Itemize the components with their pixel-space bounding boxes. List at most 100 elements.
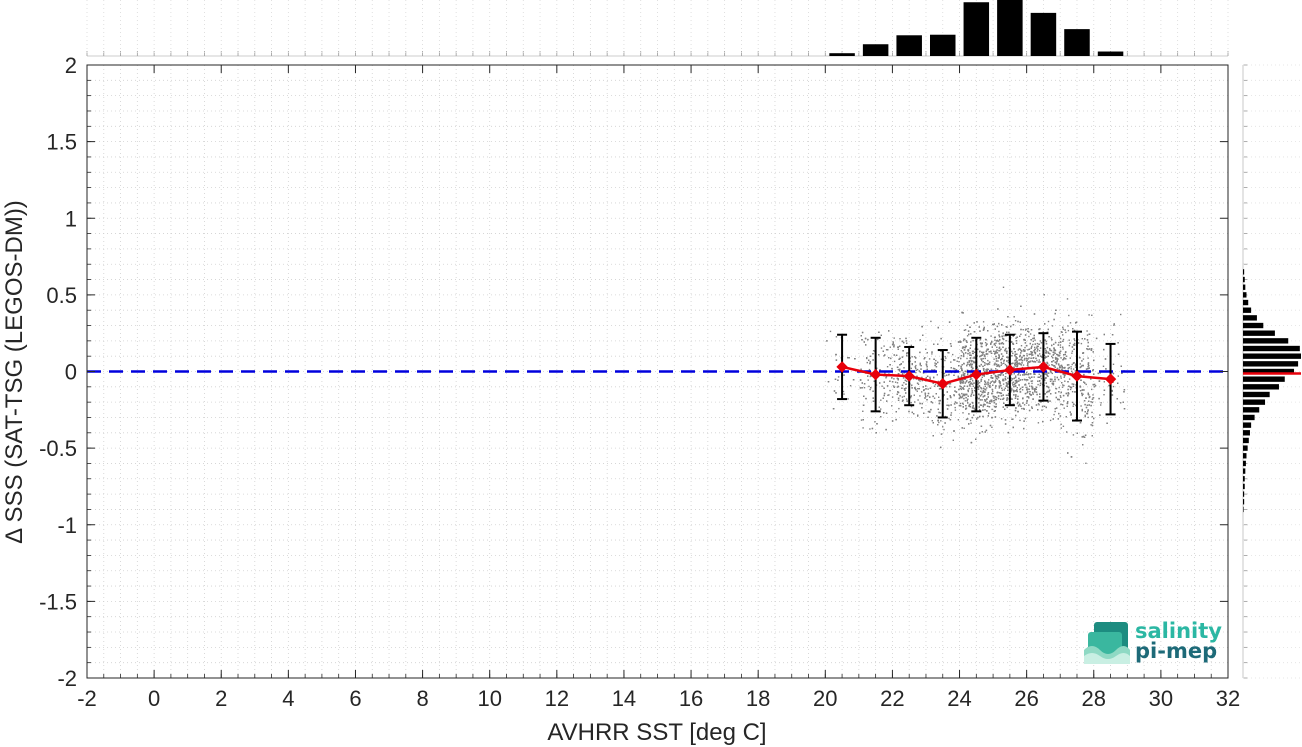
scatter-point: [984, 404, 986, 406]
scatter-point: [959, 387, 962, 390]
scatter-point: [1028, 373, 1030, 375]
scatter-point: [993, 402, 995, 404]
scatter-point: [1059, 395, 1062, 397]
scatter-point: [1017, 398, 1019, 400]
scatter-point: [1005, 394, 1008, 396]
scatter-point: [1012, 389, 1015, 392]
scatter-point: [926, 375, 929, 377]
scatter-point: [893, 346, 895, 348]
scatter-point: [999, 382, 1001, 385]
scatter-point: [1035, 391, 1038, 393]
salinity-pi-mep-logo: salinity pi-mep: [1084, 619, 1222, 664]
scatter-point: [1012, 324, 1015, 326]
scatter-point: [1052, 382, 1055, 385]
scatter-point: [1012, 343, 1015, 345]
scatter-point: [912, 378, 915, 380]
scatter-point: [1046, 386, 1049, 388]
scatter-point: [929, 387, 932, 389]
scatter-point: [1070, 366, 1072, 368]
scatter-point: [984, 357, 986, 360]
scatter-point: [1030, 339, 1032, 341]
scatter-point: [923, 412, 925, 414]
scatter-point: [1014, 362, 1016, 364]
scatter-point: [1056, 360, 1058, 363]
scatter-point: [1024, 357, 1026, 360]
scatter-point: [1104, 358, 1107, 360]
scatter-point: [1018, 377, 1020, 380]
scatter-point: [979, 342, 982, 344]
scatter-point: [931, 351, 933, 353]
scatter-point: [1034, 361, 1037, 363]
scatter-point: [1002, 374, 1004, 376]
right-hist-bar: [1243, 330, 1275, 336]
scatter-point: [984, 381, 987, 383]
scatter-point: [983, 404, 985, 406]
scatter-point: [959, 382, 962, 385]
scatter-point: [986, 398, 988, 400]
scatter-point: [883, 392, 886, 395]
mean-point: [836, 361, 848, 373]
scatter-point: [1072, 434, 1075, 436]
scatter-point: [872, 353, 874, 355]
scatter-point: [1083, 373, 1085, 376]
right-hist-bar: [1243, 445, 1248, 451]
scatter-point: [969, 364, 971, 367]
scatter-point: [1112, 385, 1115, 388]
scatter-point: [847, 398, 849, 400]
scatter-point: [1057, 378, 1060, 381]
scatter-point: [1019, 348, 1022, 350]
scatter-point: [1023, 404, 1026, 406]
scatter-point: [927, 392, 930, 395]
scatter-point: [888, 357, 890, 359]
scatter-point: [1067, 325, 1069, 327]
scatter-point: [1060, 403, 1062, 405]
scatter-point: [983, 351, 985, 353]
scatter-point: [863, 387, 866, 389]
scatter-point: [1058, 354, 1061, 357]
scatter-point: [843, 393, 845, 395]
scatter-point: [1036, 350, 1038, 352]
scatter-point: [1028, 331, 1030, 333]
scatter-point: [962, 346, 964, 348]
scatter-point: [1034, 346, 1036, 349]
scatter-point: [826, 340, 828, 342]
scatter-point: [860, 368, 862, 370]
scatter-point: [962, 355, 965, 358]
scatter-point: [943, 372, 946, 375]
scatter-point: [981, 431, 983, 433]
scatter-point: [868, 385, 870, 388]
scatter-point: [998, 322, 1000, 325]
scatter-point: [1051, 378, 1053, 381]
logo-text-pi-mep: pi-mep: [1135, 639, 1217, 663]
scatter-point: [968, 384, 971, 386]
scatter-point: [1012, 362, 1014, 364]
x-axis-title: AVHRR SST [deg C]: [547, 719, 766, 746]
scatter-point: [990, 343, 992, 345]
scatter-point: [963, 427, 965, 429]
scatter-point: [926, 366, 928, 368]
scatter-point: [1052, 383, 1054, 385]
scatter-point: [952, 439, 954, 441]
scatter-point: [1014, 397, 1017, 399]
scatter-point: [1008, 331, 1010, 334]
scatter-point: [1019, 419, 1021, 422]
scatter-point: [905, 387, 907, 389]
scatter-point: [993, 358, 995, 360]
scatter-point: [903, 382, 905, 384]
scatter-point: [963, 329, 966, 331]
scatter-point: [984, 383, 986, 385]
scatter-point: [1051, 372, 1053, 375]
scatter-point: [1034, 353, 1037, 355]
scatter-point: [901, 356, 904, 358]
scatter-point: [1014, 353, 1017, 355]
scatter-point: [1070, 386, 1073, 389]
scatter-point: [1045, 343, 1048, 345]
scatter-point: [1006, 360, 1008, 362]
right-hist-bar: [1243, 376, 1285, 382]
right-hist-bar: [1243, 491, 1245, 497]
scatter-point: [1059, 366, 1062, 369]
scatter-point: [1064, 380, 1066, 382]
scatter-point: [957, 375, 959, 378]
scatter-point: [1032, 393, 1034, 395]
scatter-point: [990, 377, 993, 379]
